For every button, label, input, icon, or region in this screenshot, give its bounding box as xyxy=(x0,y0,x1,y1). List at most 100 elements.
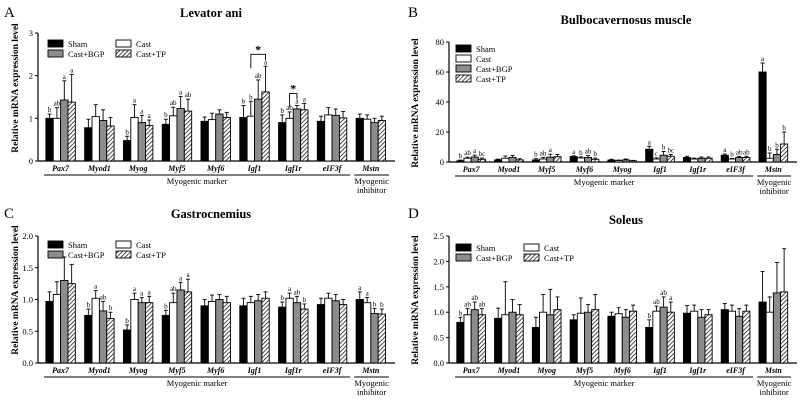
bar-myf5-cast xyxy=(576,312,585,364)
x-tick-label-myf5: Myf5 xyxy=(575,366,593,375)
group-label: Myogenic xyxy=(757,177,792,187)
bar-pax7-cast xyxy=(463,314,472,364)
bar-igf1-cast xyxy=(652,310,661,364)
bar-igf1-cast-bgp xyxy=(659,306,668,364)
x-tick-label-myf6: Myf6 xyxy=(206,366,224,375)
bar-myf6-sham xyxy=(569,156,578,163)
bar-myog-cast-tp xyxy=(145,302,154,364)
bar-eif3f-cast xyxy=(324,114,333,162)
significance-bracket xyxy=(250,53,267,69)
bar-pax7-cast-tp xyxy=(67,101,76,162)
x-tick-label-eif3f: eIF3f xyxy=(323,164,343,173)
significance-letter: ab xyxy=(471,294,478,302)
x-tick-label-igf1: Igf1 xyxy=(652,165,667,174)
significance-letter: a xyxy=(148,288,152,296)
bar-pax7-cast-tp xyxy=(477,314,486,364)
y-tick-label: 2.5 xyxy=(433,231,444,241)
bar-igf1r-cast-bgp xyxy=(697,316,706,364)
bar-myod1-cast xyxy=(501,157,510,163)
significance-letter: b xyxy=(662,144,666,152)
panel-b-bulbocavernosus: B Bulbocavernosus muscle Relative mRNA e… xyxy=(408,5,797,196)
group-label: Myogenic xyxy=(354,378,389,388)
y-tick-label: 0.0 xyxy=(433,358,444,368)
bar-myf6-cast-bgp xyxy=(621,316,630,364)
significance-letter: a xyxy=(70,66,74,74)
significance-letter: b xyxy=(242,98,246,106)
bar-eif3f-sham xyxy=(720,309,729,364)
x-tick-label-myod1: Myod1 xyxy=(497,165,521,174)
bar-mstn-cast-tp xyxy=(377,313,387,364)
significance-letter: bc xyxy=(667,147,674,155)
bar-myod1-cast-bgp xyxy=(508,311,517,364)
significance-letter: b xyxy=(380,301,384,309)
bar-mstn-cast-tp xyxy=(377,120,387,162)
significance-letter: a xyxy=(179,89,183,97)
x-tick-label-mstn: Mstn xyxy=(361,366,379,375)
bar-igf1r-cast-bgp xyxy=(292,108,302,162)
x-tick-label-myog: Myog xyxy=(612,165,632,174)
legend-swatch-sham xyxy=(47,240,64,249)
bar-igf1-cast-tp xyxy=(261,297,270,364)
bar-mstn-cast-tp xyxy=(780,291,789,364)
significance-letter: a xyxy=(366,290,370,298)
bar-mstn-cast-bgp xyxy=(370,313,379,364)
bar-mstn-cast xyxy=(765,157,774,163)
y-axis-label: Relative mRNA expression level xyxy=(11,23,21,153)
significance-letter: ab xyxy=(170,99,177,107)
significance-letter: a xyxy=(723,146,727,154)
bar-myf5-cast-bgp xyxy=(584,311,593,364)
bar-myod1-cast xyxy=(91,116,100,162)
bar-myf6-cast-bgp xyxy=(215,113,224,162)
significance-letter: ab xyxy=(660,289,667,297)
y-tick-label: 3 xyxy=(29,28,33,38)
bar-myf6-cast xyxy=(207,300,217,364)
significance-letter: b xyxy=(303,296,307,304)
bar-myod1-cast-tp xyxy=(106,125,115,162)
bar-igf1r-cast-bgp xyxy=(697,157,706,163)
significance-letter: b xyxy=(373,300,377,308)
legend-swatch-sham xyxy=(455,44,472,53)
bar-igf1-cast-bgp xyxy=(659,154,668,163)
significance-letter: ab xyxy=(743,148,750,156)
y-axis-label: Relative mRNA expression level xyxy=(11,225,21,355)
bar-eif3f-cast-bgp xyxy=(735,157,744,163)
x-tick-label-pax7: Pax7 xyxy=(463,366,481,375)
bar-myf6-cast-tp xyxy=(222,117,231,162)
significance-letter: ab xyxy=(736,148,743,156)
x-tick-label-myog: Myog xyxy=(128,366,148,375)
bar-pax7-cast xyxy=(52,117,62,162)
legend-label-cast-bgp: Cast+BGP xyxy=(68,250,105,260)
group-label: Myogenic marker xyxy=(574,378,635,388)
bar-eif3f-cast-bgp xyxy=(331,114,340,162)
bar-eif3f-cast-tp xyxy=(742,310,751,364)
bar-eif3f-sham xyxy=(720,154,729,163)
bar-igf1-cast-tp xyxy=(261,91,270,162)
legend-swatch-cast-tp xyxy=(455,74,472,83)
bar-myog-sham xyxy=(122,329,132,364)
panel-d-soleus: D Soleus Relative mRNA expression level … xyxy=(408,206,797,397)
bar-mstn-cast xyxy=(363,118,372,162)
legend-swatch-cast xyxy=(115,39,132,48)
legend-label-cast-tp: Cast+TP xyxy=(544,253,574,263)
significance-letter: b xyxy=(775,141,779,149)
panel-letter: D xyxy=(408,206,419,222)
legend-label-cast-bgp: Cast+BGP xyxy=(476,64,513,74)
bar-myod1-cast xyxy=(501,314,510,364)
significance-letter: a xyxy=(648,138,652,146)
legend-label-cast: Cast xyxy=(476,54,492,64)
bar-igf1-cast-tp xyxy=(666,311,675,364)
significance-letter: b xyxy=(125,317,129,325)
significance-letter: ab xyxy=(286,104,293,112)
bar-myf6-cast xyxy=(614,313,623,364)
significance-letter: b xyxy=(648,312,652,320)
x-tick-label-igf1: Igf1 xyxy=(247,366,262,375)
bar-pax7-cast xyxy=(52,293,62,364)
bar-myod1-sham xyxy=(84,127,93,162)
significance-letter: a xyxy=(288,285,292,293)
significance-letter: a xyxy=(179,274,183,282)
bar-myf6-cast-tp xyxy=(591,158,600,163)
bar-igf1r-cast-tp xyxy=(300,109,309,162)
